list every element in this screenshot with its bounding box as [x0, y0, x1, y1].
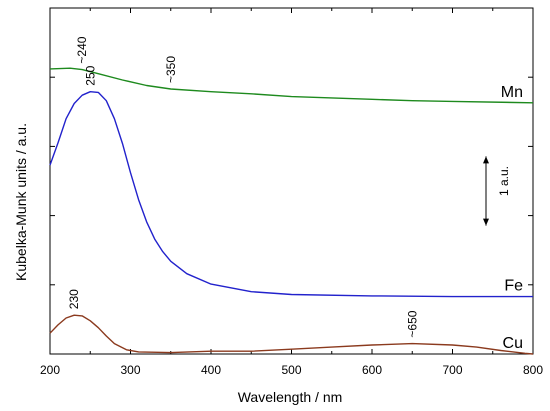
series-label-fe: Fe — [504, 278, 523, 295]
series-line-fe — [49, 91, 533, 298]
series-line-cu — [49, 314, 534, 355]
x-tick-label: 300 — [120, 363, 140, 377]
x-tick-label: 600 — [362, 363, 382, 377]
peak-annotation: 230 — [67, 289, 81, 309]
scale-bar-label: 1 a.u. — [497, 166, 511, 196]
x-tick-label: 400 — [201, 363, 221, 377]
scale-bar-arrow-bottom — [483, 218, 489, 226]
peak-annotation: ~240 — [75, 36, 89, 63]
series-label-mn: Mn — [501, 84, 523, 101]
peak-annotation: ~650 — [405, 310, 419, 337]
x-tick-label: 800 — [523, 363, 543, 377]
series-lines — [49, 67, 534, 355]
peak-annotation: 250 — [83, 65, 97, 85]
x-tick-label: 500 — [281, 363, 301, 377]
axis-ticks: 200 300 400 500 600 700 800 — [40, 7, 543, 377]
x-tick-label: 700 — [442, 363, 462, 377]
x-axis-title: Wavelength / nm — [238, 389, 343, 405]
series-line-mn — [49, 67, 534, 104]
chart-labels: Mn Fe Cu ~240 ~350 250 230 ~650 — [67, 36, 523, 352]
plot-border — [49, 7, 534, 355]
peak-annotation: ~350 — [164, 56, 178, 83]
y-axis-title: Kubelka-Munk units / a.u. — [13, 123, 29, 281]
scale-bar-arrow-top — [483, 156, 489, 164]
plot-frame — [49, 7, 534, 355]
series-label-cu: Cu — [503, 335, 523, 352]
x-tick-label: 200 — [40, 363, 60, 377]
